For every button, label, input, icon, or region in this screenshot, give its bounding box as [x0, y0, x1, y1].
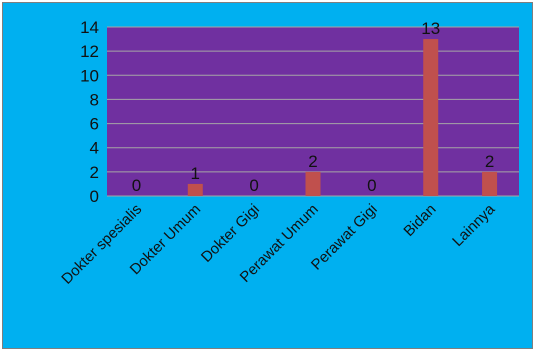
plot-area — [107, 27, 519, 196]
y-tick-label: 10 — [80, 66, 99, 85]
data-label: 2 — [308, 152, 317, 171]
data-label: 1 — [191, 164, 200, 183]
data-label: 0 — [249, 176, 258, 195]
bar — [187, 183, 203, 196]
bars — [187, 39, 498, 197]
y-tick-label: 4 — [90, 139, 99, 158]
x-category-label: Dokter spesialis — [58, 201, 145, 288]
data-labels: 0 1 0 2 0 13 2 — [132, 19, 495, 195]
bar — [423, 39, 439, 197]
x-category-label: Bidan — [400, 201, 439, 240]
data-label: 0 — [132, 176, 141, 195]
x-category-label: Lainnya — [449, 200, 499, 250]
y-tick-label: 6 — [90, 115, 99, 134]
y-tick-label: 8 — [90, 90, 99, 109]
data-label: 0 — [367, 176, 376, 195]
data-label: 2 — [485, 152, 494, 171]
y-axis-ticks: 0 2 4 6 8 10 12 14 — [80, 18, 99, 206]
chart-frame: 0 2 4 6 8 10 12 14 Dokter spesialis Dokter Umum D… — [2, 2, 533, 349]
y-tick-label: 2 — [90, 163, 99, 182]
y-tick-label: 0 — [90, 187, 99, 206]
bar — [305, 171, 321, 196]
y-tick-label: 12 — [80, 42, 99, 61]
y-tick-label: 14 — [80, 18, 99, 37]
data-label: 13 — [421, 19, 440, 38]
bar — [482, 171, 498, 196]
